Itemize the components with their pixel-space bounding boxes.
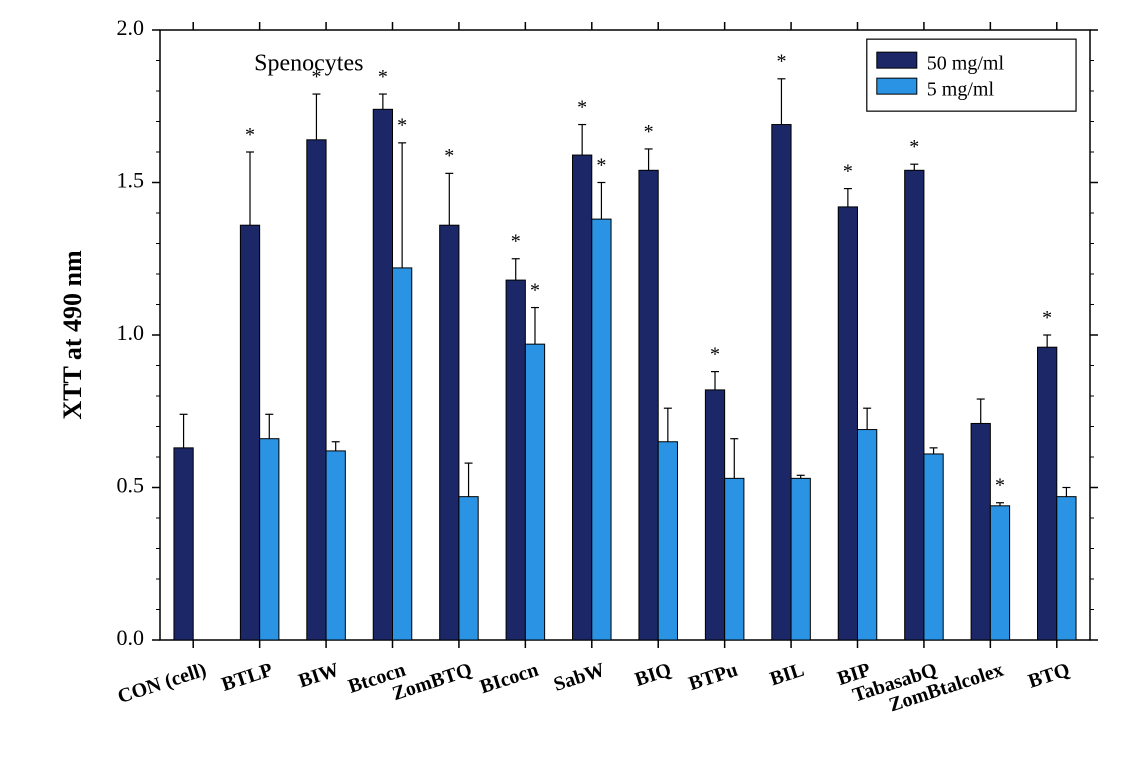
bar [592,219,611,640]
bar [307,140,326,640]
significance-marker: * [843,160,853,182]
y-tick-label: 1.5 [117,168,145,193]
bar [506,280,525,640]
bar [772,125,791,640]
bar [924,454,943,640]
y-tick-label: 2.0 [117,15,145,40]
bar [459,497,478,640]
significance-marker: * [710,343,720,365]
significance-marker: * [776,51,786,73]
chart-inner-title: Spenocytes [254,51,363,77]
significance-marker: * [378,66,388,88]
y-axis-label: XTT at 490 nm [58,250,87,420]
bar [725,478,744,640]
legend: 50 mg/ml 5 mg/ml [867,39,1076,111]
bar [573,155,592,640]
bar [791,478,810,640]
significance-marker: * [530,279,540,301]
bar [240,225,259,640]
significance-marker: * [644,121,654,143]
legend-label: 50 mg/ml [927,53,1005,75]
bar [373,109,392,640]
bar [990,506,1009,640]
bar [1038,347,1057,640]
bar [705,390,724,640]
bar [838,207,857,640]
chart-container: 0.0 0.5 1.0 1.5 2.0 XTT at 490 nm * * * * * * * * * * * *… [0,0,1146,762]
bar-chart: 0.0 0.5 1.0 1.5 2.0 XTT at 490 nm * * * * * * * * * * * *… [0,0,1146,762]
bar [658,442,677,640]
significance-marker: * [397,115,407,137]
significance-marker: * [245,124,255,146]
bar [525,344,544,640]
legend-label: 5 mg/ml [927,79,995,101]
bar [326,451,345,640]
significance-marker: * [909,136,919,158]
significance-marker: * [1042,307,1052,329]
y-tick-label: 1.0 [117,320,145,345]
bar [260,439,279,640]
bar [174,448,193,640]
bar [1057,497,1076,640]
bar [858,430,877,640]
bar [971,423,990,640]
legend-swatch [877,78,917,94]
significance-marker: * [511,231,521,253]
bar [639,170,658,640]
significance-marker: * [577,96,587,118]
significance-marker: * [444,145,454,167]
y-tick-label: 0.0 [117,625,145,650]
bar [905,170,924,640]
bar [393,268,412,640]
legend-swatch [877,52,917,68]
bar [440,225,459,640]
significance-marker: * [995,475,1005,497]
significance-marker: * [596,154,606,176]
y-tick-label: 0.5 [117,473,145,498]
